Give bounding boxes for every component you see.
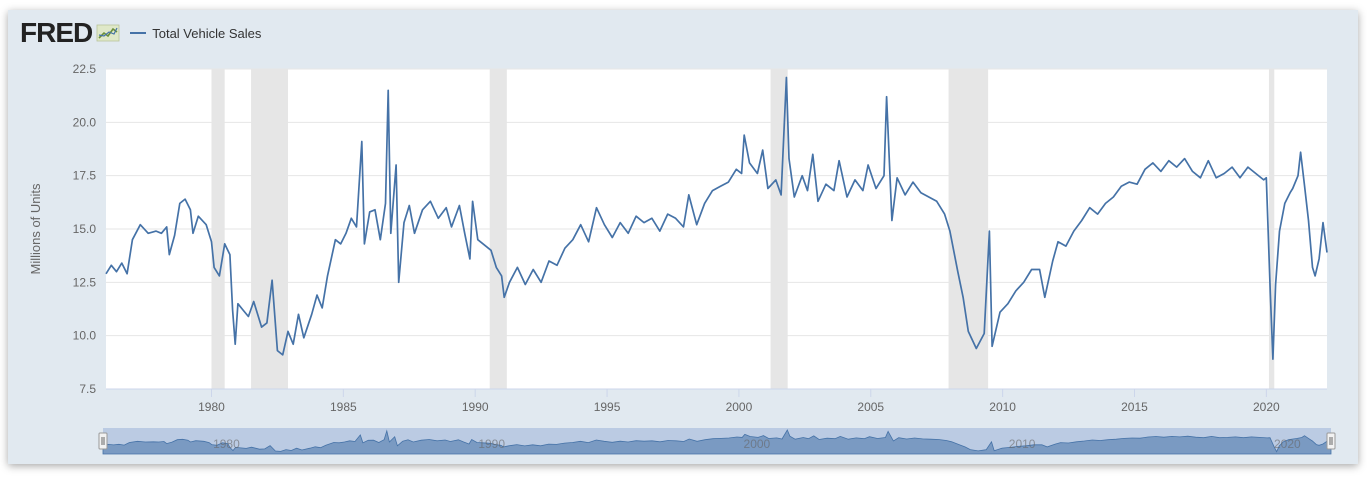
y-tick-label: 22.5: [73, 62, 97, 76]
x-tick-label: 1990: [462, 400, 489, 414]
x-tick-label: 2020: [1253, 400, 1280, 414]
legend-label: Total Vehicle Sales: [152, 25, 262, 41]
y-tick-label: 17.5: [73, 169, 97, 183]
chart-frame: 7.5 10.0 12.5 15.0 17.5 20.0 22.5 1980 1985 1990…: [8, 10, 1358, 464]
x-tick-label: 2015: [1121, 400, 1148, 414]
x-tick-label: 1985: [330, 400, 357, 414]
navigator-label: 1990: [478, 437, 505, 451]
y-tick-label: 10.0: [73, 329, 97, 343]
navigator-label: 2010: [1009, 437, 1036, 451]
navigator-handle-right[interactable]: [1326, 432, 1336, 450]
navigator-handle-left[interactable]: [98, 432, 108, 450]
chart: 7.5 10.0 12.5 15.0 17.5 20.0 22.5 1980 1985 1990…: [28, 62, 1336, 455]
range-navigator[interactable]: 1980 1990 2000 2010 2020: [98, 428, 1336, 455]
chart-line-icon: [96, 24, 120, 42]
x-tick-label: 2010: [989, 400, 1016, 414]
y-axis: 7.5 10.0 12.5 15.0 17.5 20.0 22.5: [73, 62, 97, 396]
y-tick-label: 12.5: [73, 275, 97, 289]
fred-logo: FRED: [20, 17, 93, 48]
legend[interactable]: Total Vehicle Sales: [130, 26, 261, 41]
y-tick-label: 20.0: [73, 115, 97, 129]
y-axis-label: Millions of Units: [28, 183, 43, 275]
y-tick-label: 15.0: [73, 222, 97, 236]
x-tick-label: 2000: [726, 400, 753, 414]
chart-header: FRED Total Vehicle Sales: [20, 17, 261, 48]
x-axis: 1980 1985 1990 1995 2000 2005 2010 2015 2020: [106, 388, 1327, 414]
x-tick-label: 1995: [594, 400, 621, 414]
navigator-label: 1980: [213, 437, 240, 451]
series-line-total-vehicle-sales: [105, 76, 1328, 360]
x-tick-label: 1980: [198, 400, 225, 414]
x-tick-label: 2005: [857, 400, 884, 414]
navigator-series-area: [102, 429, 1332, 455]
legend-swatch: [130, 32, 147, 34]
navigator-label: 2020: [1274, 437, 1301, 451]
y-tick-label: 7.5: [79, 382, 96, 396]
navigator-label: 2000: [744, 437, 771, 451]
